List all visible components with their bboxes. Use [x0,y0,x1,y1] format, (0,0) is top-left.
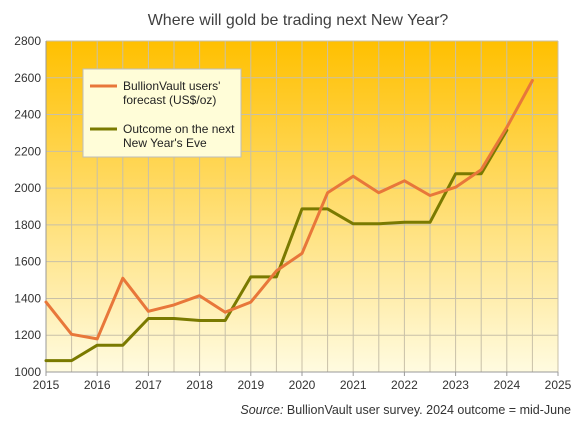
x-tick-label: 2016 [84,378,111,392]
y-tick-label: 2800 [14,34,41,48]
legend-box [82,68,242,158]
y-tick-label: 1200 [14,328,41,342]
x-tick-label: 2017 [135,378,162,392]
series-lines [44,79,534,363]
y-tick-label: 2200 [14,144,41,158]
y-tick-label: 1600 [14,255,41,269]
y-tick-label: 2000 [14,181,41,195]
y-tick-label: 1400 [14,291,41,305]
chart-title: Where will gold be trading next New Year… [148,12,449,29]
y-tick-label: 1800 [14,218,41,232]
legend-label-forecast-line2: forecast (US$/oz) [123,93,216,107]
y-tick-label: 2600 [14,71,41,85]
x-tick-label: 2025 [545,378,572,392]
legend-label-outcome-line1: Outcome on the next [123,122,235,136]
x-tick-label: 2022 [391,378,418,392]
outcome-series-line [44,128,509,363]
x-tick-label: 2018 [186,378,213,392]
axes: 1000 1200 1400 1600 1800 2000 2200 2400 2600 2800… [14,34,571,392]
forecast-series-line [44,79,534,341]
y-tick-label: 2400 [14,108,41,122]
x-tick-label: 2020 [289,378,316,392]
x-tick-label: 2019 [237,378,264,392]
x-tick-label: 2023 [442,378,469,392]
x-tick-label: 2015 [33,378,60,392]
x-tick-label: 2024 [493,378,520,392]
legend-label-forecast-line1: BullionVault users' [123,79,220,93]
y-tick-label: 1000 [14,365,41,379]
source-note: Source: BullionVault user survey. 2024 o… [240,403,571,417]
legend: BullionVault users' forecast (US$/oz) Ou… [82,68,242,158]
source-label: Source: [240,403,283,417]
x-tick-label: 2021 [340,378,367,392]
source-text: BullionVault user survey. 2024 outcome =… [283,403,571,417]
legend-label-outcome-line2: New Year's Eve [123,136,207,150]
